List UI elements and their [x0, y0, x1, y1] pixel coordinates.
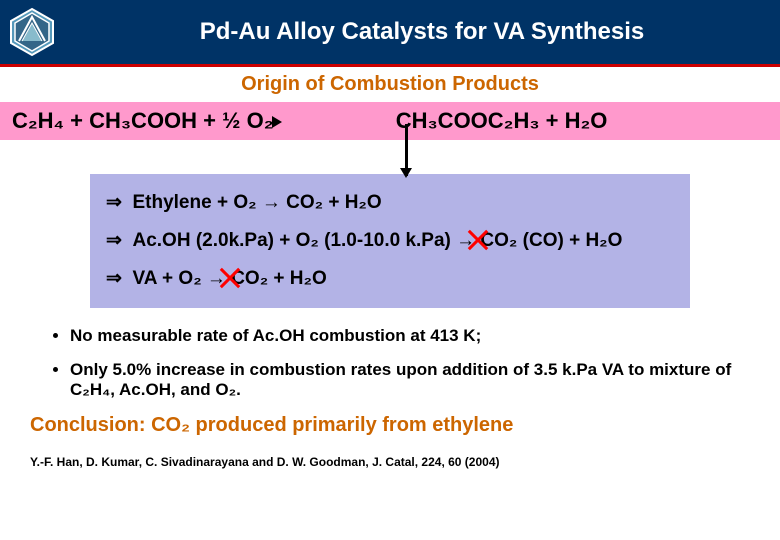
main-reaction: C₂H₄ + CH₃COOH + ½ O₂ CH₃COOC₂H₃ + H₂O — [0, 102, 780, 140]
citation: Y.-F. Han, D. Kumar, C. Sivadinarayana a… — [30, 455, 750, 469]
bullet-1: No measurable rate of Ac.OH combustion a… — [70, 326, 750, 346]
title-bar: Pd-Au Alloy Catalysts for VA Synthesis — [0, 0, 780, 67]
pathway-1-text: Ethylene + O₂ → CO₂ + H₂O — [132, 192, 381, 213]
bullet-list: No measurable rate of Ac.OH combustion a… — [30, 326, 750, 400]
pathway-2: ⇒ Ac.OH (2.0k.Pa) + O₂ (1.0-10.0 k.Pa) →… — [106, 222, 674, 260]
pathway-2-text: Ac.OH (2.0k.Pa) + O₂ (1.0-10.0 k.Pa) → C… — [132, 230, 622, 251]
page-title: Pd-Au Alloy Catalysts for VA Synthesis — [64, 18, 780, 46]
logo-icon — [0, 0, 64, 64]
subtitle: Origin of Combustion Products — [0, 67, 780, 102]
reaction-right: CH₃COOC₂H₃ + H₂O — [396, 108, 608, 133]
pathways-box: ⇒ Ethylene + O₂ → CO₂ + H₂O ⇒ Ac.OH (2.0… — [90, 174, 690, 308]
bullet-2: Only 5.0% increase in combustion rates u… — [70, 360, 750, 400]
pathway-1: ⇒ Ethylene + O₂ → CO₂ + H₂O — [106, 184, 674, 222]
arrow-down-icon — [405, 124, 408, 176]
conclusion: Conclusion: CO₂ produced primarily from … — [30, 414, 750, 437]
reaction-left: C₂H₄ + CH₃COOH + ½ O₂ — [12, 108, 273, 133]
pathway-3: ⇒ VA + O₂ → CO₂ + H₂O — [106, 260, 674, 298]
pathway-3-text: VA + O₂ → CO₂ + H₂O — [132, 268, 326, 289]
